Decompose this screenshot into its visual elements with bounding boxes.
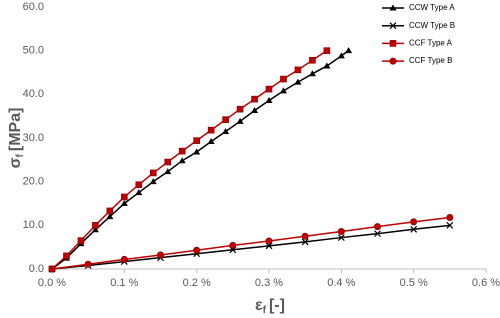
- y-label-unit: [MPa]: [7, 108, 24, 152]
- x-axis-label: εf [-]: [255, 297, 285, 315]
- legend-marker: [389, 57, 397, 65]
- marker: [164, 168, 172, 175]
- y-tick-label: 60.0: [23, 1, 44, 13]
- marker: [294, 78, 302, 85]
- marker: [265, 85, 273, 93]
- legend-marker: [389, 4, 397, 11]
- x-tick-label: 0.2 %: [183, 277, 211, 289]
- marker: [222, 127, 230, 134]
- marker: [178, 147, 186, 155]
- x-tick-label: 0.5 %: [400, 277, 428, 289]
- marker: [410, 225, 418, 233]
- marker: [207, 126, 215, 134]
- marker: [106, 207, 114, 215]
- marker: [280, 75, 287, 83]
- y-tick-label: 30.0: [23, 132, 44, 144]
- marker: [251, 95, 258, 103]
- x-tick-label: 0.0 %: [38, 277, 66, 289]
- marker: [63, 252, 70, 260]
- series-line: [51, 50, 328, 270]
- legend-label: CCF Type A: [409, 39, 453, 48]
- marker: [229, 241, 237, 249]
- marker: [135, 181, 143, 189]
- marker: [236, 117, 244, 124]
- x-label-unit: [-]: [269, 297, 285, 314]
- legend-label: CCW Type B: [409, 21, 455, 30]
- marker: [308, 70, 316, 77]
- marker: [193, 246, 201, 254]
- y-tick-label: 0.0: [29, 263, 44, 275]
- marker: [149, 178, 157, 185]
- marker: [121, 193, 128, 201]
- x-tick-label: 0.6 %: [472, 277, 500, 289]
- marker: [373, 223, 381, 231]
- marker: [301, 238, 309, 246]
- marker: [157, 251, 165, 259]
- y-tick-label: 40.0: [23, 88, 44, 100]
- marker: [374, 230, 381, 238]
- marker: [193, 137, 200, 144]
- marker: [120, 255, 128, 263]
- marker: [301, 232, 309, 240]
- marker: [77, 237, 85, 244]
- marker: [446, 221, 454, 229]
- marker: [193, 148, 201, 155]
- marker: [337, 234, 345, 241]
- series-line: [51, 224, 450, 270]
- marker: [236, 105, 244, 113]
- legend-marker: [389, 22, 397, 30]
- marker: [164, 158, 172, 166]
- y-axis-label: σf[MPa]: [7, 108, 25, 169]
- y-label-symbol: σ: [7, 157, 24, 168]
- marker: [207, 137, 215, 144]
- x-tick-label: 0.3 %: [255, 277, 283, 289]
- marker: [84, 260, 92, 268]
- marker: [410, 218, 418, 226]
- marker: [48, 265, 56, 273]
- marker: [345, 47, 353, 54]
- marker: [135, 189, 143, 196]
- marker: [265, 96, 273, 103]
- marker: [309, 56, 316, 64]
- y-label-subscript: f: [15, 153, 26, 157]
- y-tick-label: 10.0: [23, 219, 44, 231]
- marker: [149, 169, 157, 177]
- marker: [323, 47, 331, 54]
- series-line: [51, 50, 350, 270]
- legend-marker: [389, 40, 397, 47]
- marker: [106, 213, 114, 220]
- legend-label: CCF Type B: [409, 56, 452, 65]
- marker: [337, 227, 345, 235]
- y-tick-label: 20.0: [23, 176, 44, 188]
- marker: [337, 52, 345, 59]
- marker: [92, 222, 99, 229]
- marker: [178, 157, 186, 164]
- x-tick-label: 0.1 %: [110, 277, 138, 289]
- series-line: [51, 216, 450, 270]
- marker: [265, 237, 273, 245]
- y-tick-label: 50.0: [23, 45, 44, 57]
- marker: [222, 116, 229, 123]
- marker: [120, 200, 128, 206]
- legend-label: CCW Type A: [409, 3, 455, 12]
- x-label-subscript: f: [263, 305, 267, 316]
- marker: [294, 66, 302, 74]
- marker: [251, 106, 259, 113]
- marker: [446, 213, 454, 221]
- marker: [91, 226, 99, 233]
- marker: [279, 87, 287, 94]
- x-tick-label: 0.4 %: [327, 277, 355, 289]
- marker: [323, 62, 331, 69]
- x-label-symbol: ε: [255, 297, 263, 314]
